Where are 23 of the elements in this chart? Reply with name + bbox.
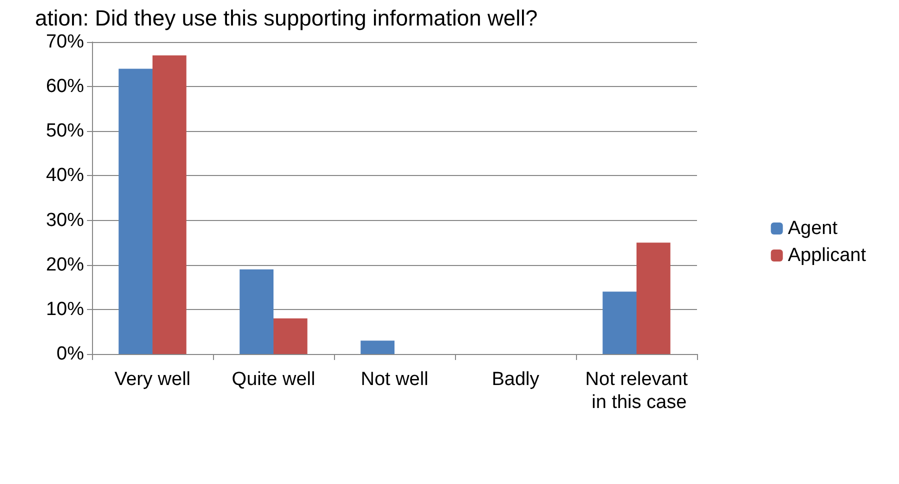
y-tick-label: 20%	[46, 254, 84, 276]
bar	[636, 242, 670, 354]
bar	[118, 68, 152, 354]
y-tick-label: 30%	[46, 210, 84, 231]
bar	[360, 340, 394, 354]
bar	[152, 55, 186, 354]
bar	[240, 269, 274, 354]
y-tick-label: 60%	[46, 76, 84, 98]
y-tick-label: 10%	[46, 298, 84, 320]
x-tick-label: Not relevant in this case	[585, 369, 688, 413]
legend-label: Applicant	[788, 245, 867, 266]
x-tick-label: Very well	[114, 369, 191, 390]
x-tick-label: Quite well	[232, 369, 316, 390]
legend-label: Agent	[788, 218, 838, 239]
x-tick-label: Badly	[492, 369, 540, 390]
y-tick-label: 50%	[46, 120, 84, 142]
y-tick-label: 0%	[56, 344, 84, 364]
y-tick-label: 70%	[46, 32, 84, 52]
x-tick-label: Not well	[360, 369, 428, 390]
y-tick-label: 40%	[46, 165, 84, 186]
bar	[602, 292, 636, 354]
chart-title: ation: Did they use this supporting information well?	[35, 6, 538, 30]
bar	[274, 318, 308, 354]
